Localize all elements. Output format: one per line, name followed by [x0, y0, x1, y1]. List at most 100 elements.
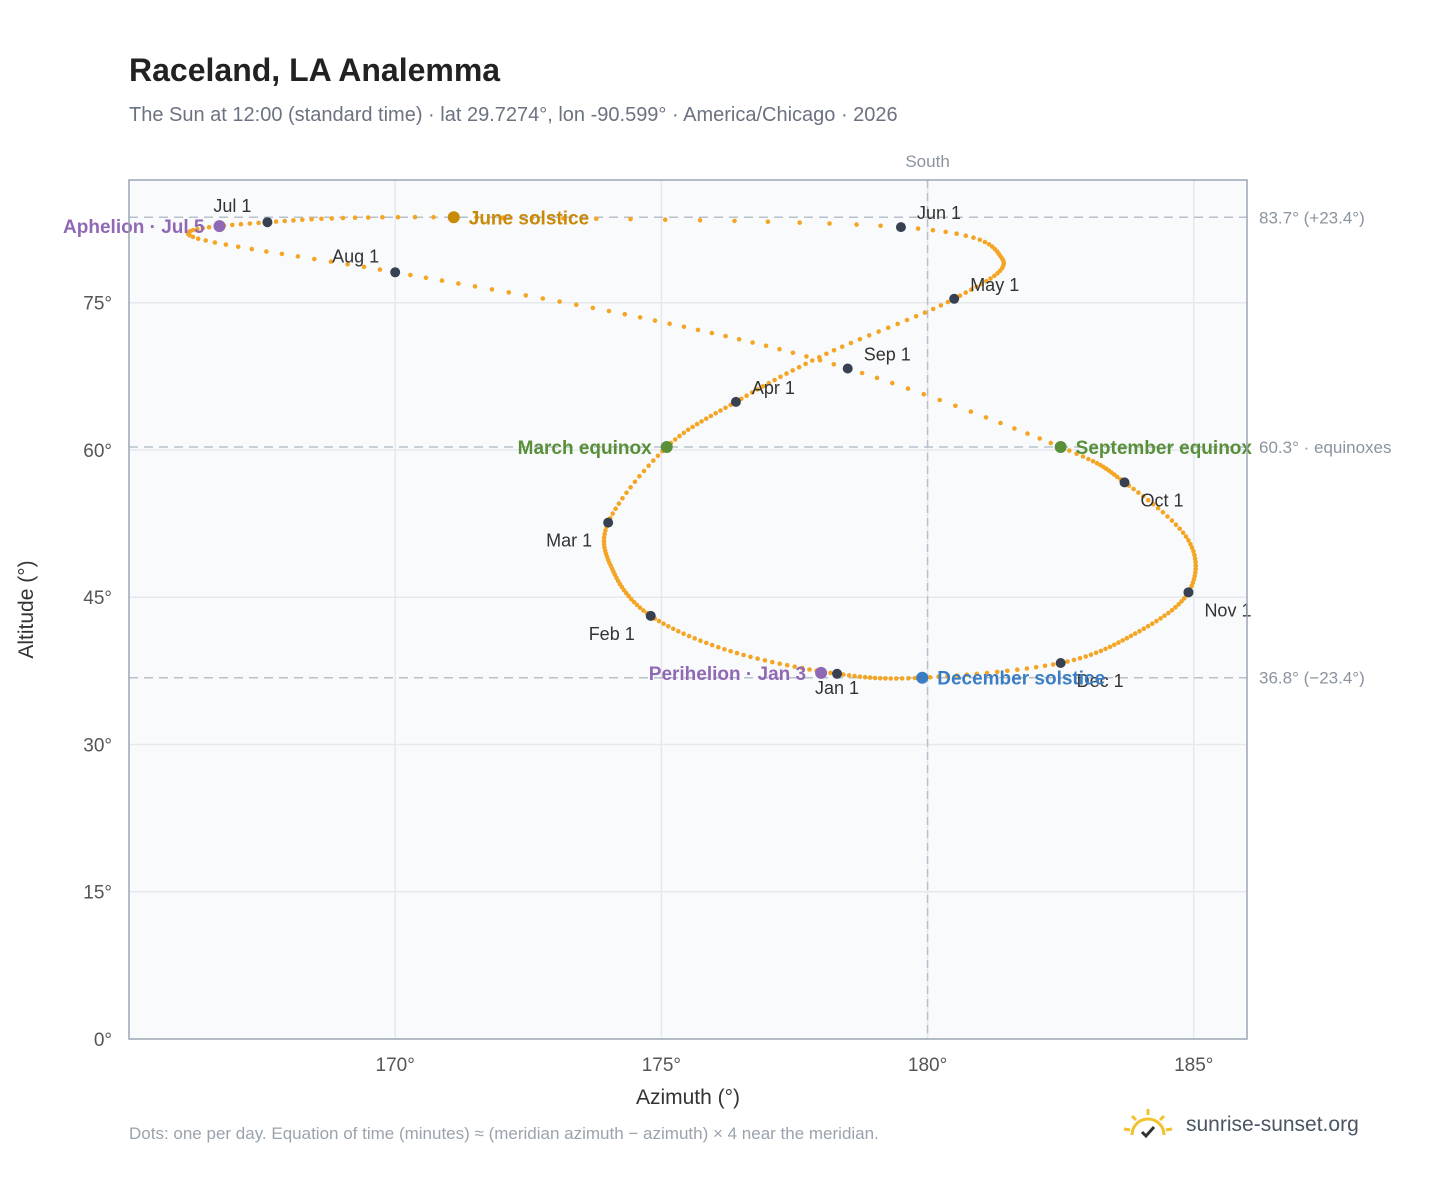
path-dot [1173, 522, 1179, 527]
path-dot [365, 215, 371, 220]
path-dot [906, 676, 911, 681]
path-dot [894, 676, 899, 681]
path-dot [937, 397, 942, 403]
reference-line-label: 83.7° (+23.4°) [1259, 208, 1365, 227]
path-dot [755, 656, 760, 661]
month-marker [645, 610, 656, 621]
path-dot [1077, 655, 1083, 661]
path-dot [964, 672, 970, 677]
path-dot [915, 226, 921, 231]
path-dot [1189, 545, 1195, 550]
path-dot [230, 222, 235, 228]
path-dot [994, 669, 1000, 675]
path-dot [857, 336, 863, 342]
path-dot [256, 220, 261, 226]
path-dot [1191, 548, 1196, 554]
path-dot [723, 405, 728, 411]
path-dot [953, 403, 958, 409]
path-dot [676, 629, 681, 634]
path-dot [1158, 616, 1163, 621]
path-dot [857, 674, 863, 679]
path-dot [831, 348, 837, 353]
path-dot [988, 276, 993, 281]
path-dot [380, 215, 385, 220]
path-dot [760, 384, 766, 389]
month-label: Mar 1 [546, 531, 592, 551]
path-dot [770, 659, 775, 665]
y-tick-label: 15° [83, 883, 112, 904]
path-dot [472, 284, 478, 289]
path-dot [685, 427, 691, 433]
path-dot [878, 223, 883, 229]
path-dot [506, 290, 512, 295]
path-dot [968, 409, 974, 414]
path-dot [1015, 667, 1020, 672]
path-dot [713, 411, 718, 416]
brand[interactable]: sunrise-sunset.org [1120, 1102, 1359, 1148]
path-dot [954, 673, 960, 678]
path-dot [977, 237, 983, 243]
path-dot [1116, 640, 1121, 645]
path-dot [817, 358, 823, 363]
reference-line-label: 36.8° (−23.4°) [1259, 669, 1365, 688]
month-label: Apr 1 [752, 378, 795, 398]
path-dot [695, 327, 701, 333]
path-dot [1166, 610, 1171, 616]
path-dot [677, 433, 682, 439]
path-dot [651, 458, 656, 463]
path-dot [662, 217, 668, 222]
path-dot [1067, 448, 1072, 453]
path-dot [1107, 644, 1113, 650]
path-dot [1179, 599, 1184, 604]
path-dot [295, 254, 301, 259]
path-dot [777, 346, 782, 352]
path-dot [1193, 566, 1198, 572]
path-dot [1048, 440, 1054, 446]
path-dot [628, 485, 633, 490]
path-dot [1136, 490, 1141, 495]
month-label: Dec 1 [1077, 671, 1124, 691]
path-dot [945, 299, 951, 305]
path-dot [1086, 456, 1091, 462]
path-dot [1042, 663, 1048, 669]
month-label: Jul 1 [213, 196, 251, 216]
path-dot [895, 321, 900, 327]
month-marker [1119, 477, 1130, 488]
path-dot [666, 624, 671, 629]
path-dot [652, 318, 658, 323]
path-dot [969, 287, 974, 293]
path-dot [872, 675, 878, 681]
path-dot [854, 222, 859, 227]
path-dot [899, 676, 905, 681]
path-dot [718, 408, 723, 413]
path-dot [1145, 497, 1151, 503]
path-dot [601, 535, 607, 540]
path-dot [784, 371, 789, 376]
path-dot [361, 264, 367, 270]
month-label: Nov 1 [1204, 600, 1251, 620]
path-dot [1094, 460, 1100, 466]
month-marker [1183, 587, 1194, 598]
path-dot [876, 329, 881, 334]
path-dot [637, 315, 643, 320]
path-dot [1193, 570, 1198, 575]
path-dot [943, 229, 948, 235]
event-label: September equinox [1076, 438, 1253, 459]
path-dot [796, 364, 802, 370]
reference-line-label: 60.3° · equinoxes [1259, 438, 1392, 457]
path-dot [1098, 648, 1104, 654]
path-dot [922, 310, 928, 315]
path-dot [998, 420, 1003, 426]
path-dot [1193, 563, 1199, 568]
path-dot [797, 220, 802, 225]
path-dot [716, 644, 721, 650]
path-dot [249, 246, 255, 252]
x-axis-label: Azimuth (°) [636, 1086, 740, 1109]
path-dot [1154, 618, 1159, 624]
path-dot [1114, 474, 1120, 480]
month-label: Oct 1 [1141, 490, 1184, 510]
path-dot [590, 305, 596, 311]
path-dot [963, 233, 969, 238]
path-dot [672, 437, 678, 442]
path-dot [1150, 501, 1156, 507]
